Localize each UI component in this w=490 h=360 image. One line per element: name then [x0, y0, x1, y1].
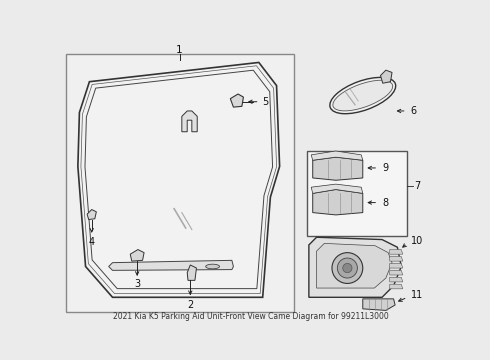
Polygon shape: [230, 94, 244, 107]
Polygon shape: [381, 70, 392, 83]
Text: 1: 1: [176, 45, 183, 55]
Text: 9: 9: [382, 163, 388, 173]
Text: 2021 Kia K5 Parking Aid Unit-Front View Came Diagram for 99211L3000: 2021 Kia K5 Parking Aid Unit-Front View …: [113, 312, 389, 321]
Polygon shape: [313, 189, 363, 215]
Ellipse shape: [333, 80, 392, 111]
Text: 6: 6: [411, 106, 416, 116]
Polygon shape: [311, 184, 363, 193]
Text: 2: 2: [187, 300, 194, 310]
Text: 8: 8: [382, 198, 388, 208]
Circle shape: [337, 258, 357, 278]
Circle shape: [343, 264, 352, 273]
Ellipse shape: [206, 264, 220, 269]
Polygon shape: [87, 210, 97, 220]
Polygon shape: [363, 299, 395, 310]
Text: 7: 7: [415, 181, 420, 191]
Bar: [307, 151, 408, 236]
Polygon shape: [390, 270, 403, 275]
Text: 3: 3: [134, 279, 140, 289]
Polygon shape: [109, 260, 233, 270]
Polygon shape: [130, 249, 144, 261]
Text: 4: 4: [89, 237, 95, 247]
Text: 11: 11: [411, 290, 423, 300]
Text: 5: 5: [263, 97, 269, 107]
Polygon shape: [317, 243, 392, 288]
Polygon shape: [313, 157, 363, 180]
Polygon shape: [390, 284, 403, 289]
Polygon shape: [187, 265, 196, 280]
Polygon shape: [311, 151, 363, 160]
Polygon shape: [390, 249, 403, 254]
Polygon shape: [182, 111, 197, 132]
Ellipse shape: [330, 77, 396, 114]
Polygon shape: [309, 237, 401, 297]
Bar: [66, 54, 294, 312]
Polygon shape: [390, 277, 403, 282]
Polygon shape: [390, 256, 403, 261]
Polygon shape: [78, 62, 280, 297]
Polygon shape: [390, 264, 403, 268]
Circle shape: [332, 253, 363, 283]
Text: 10: 10: [411, 236, 423, 246]
